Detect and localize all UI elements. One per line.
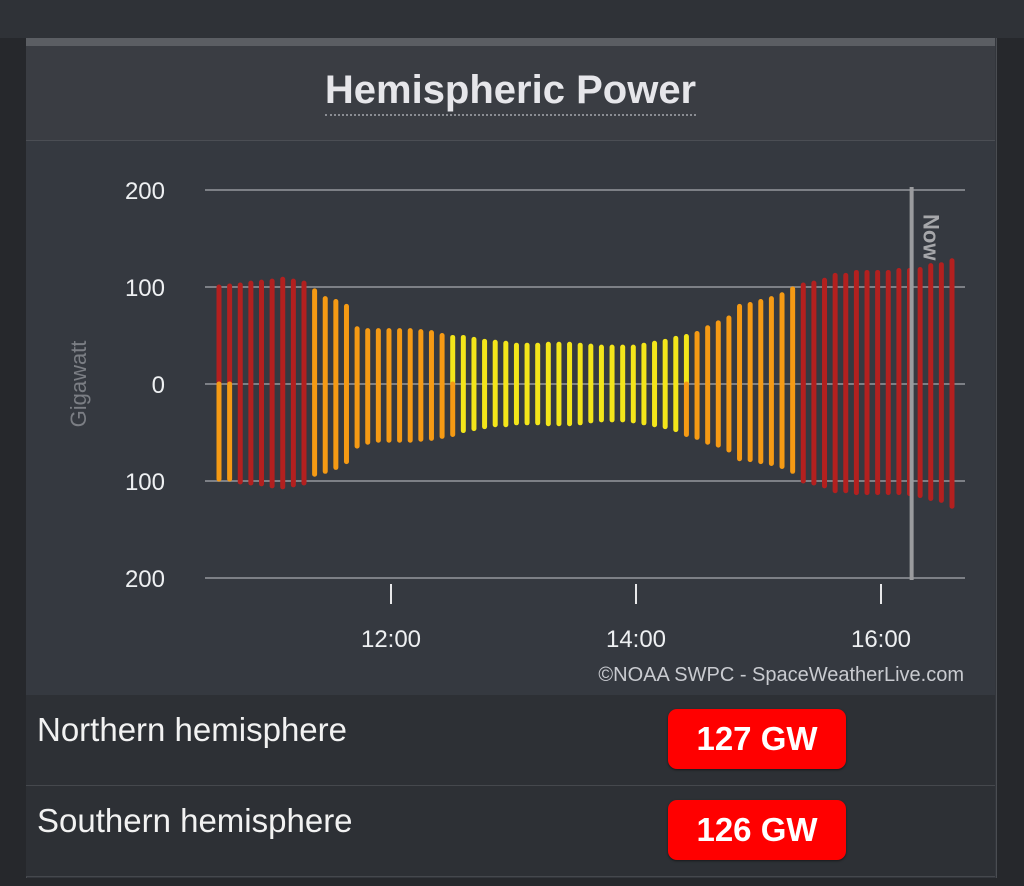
y-tick-label: 100 bbox=[125, 469, 165, 496]
panel-header: Hemispheric Power bbox=[26, 46, 995, 141]
x-tick-label: 14:00 bbox=[606, 626, 666, 653]
northern-hemisphere-row: Northern hemisphere 127 GW bbox=[26, 695, 995, 786]
southern-hemisphere-value-badge: 126 GW bbox=[668, 800, 846, 860]
northern-hemisphere-value-badge: 127 GW bbox=[668, 709, 846, 769]
southern-hemisphere-row: Southern hemisphere 126 GW bbox=[26, 786, 995, 877]
southern-hemisphere-label: Southern hemisphere bbox=[37, 802, 353, 839]
x-tick-label: 12:00 bbox=[361, 626, 421, 653]
panel-divider bbox=[26, 38, 995, 46]
panel-title[interactable]: Hemispheric Power bbox=[324, 68, 697, 116]
northern-hemisphere-label: Northern hemisphere bbox=[37, 711, 347, 748]
chart-credit: ©NOAA SWPC - SpaceWeatherLive.com bbox=[598, 664, 964, 686]
now-label: Now bbox=[919, 214, 944, 261]
y-tick-label: 200 bbox=[125, 178, 165, 205]
y-axis-label: Gigawatt bbox=[66, 341, 91, 428]
y-tick-label: 100 bbox=[125, 275, 165, 302]
x-tick-label: 16:00 bbox=[851, 626, 911, 653]
y-tick-label: 0 bbox=[152, 372, 165, 399]
top-band bbox=[0, 0, 1024, 38]
y-tick-label: 200 bbox=[125, 566, 165, 593]
